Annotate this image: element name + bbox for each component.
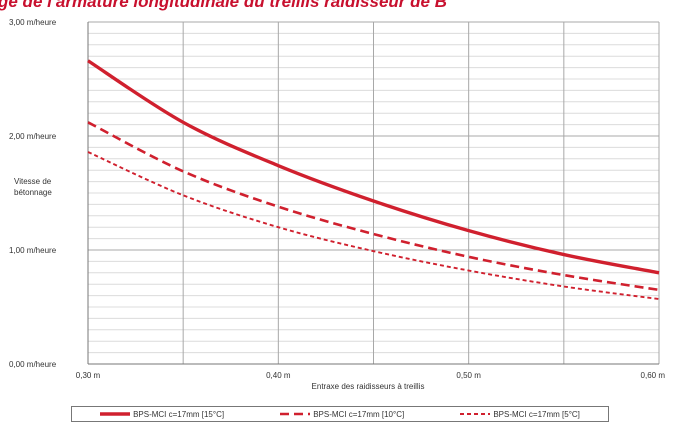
y-axis-label-line-2: bétonnage — [14, 188, 52, 197]
series-line-1 — [87, 59, 660, 275]
x-tick-label: 0,40 m — [266, 371, 291, 380]
series-lines — [87, 59, 660, 300]
legend-item-1: BPS-MCI c=17mm [15°C] — [100, 410, 224, 419]
legend-swatch-3 — [460, 413, 491, 415]
y-tick-label: 1,00 m/heure — [9, 246, 57, 255]
axes — [87, 22, 659, 365]
legend: BPS-MCI c=17mm [15°C] BPS-MCI c=17mm [10°… — [71, 406, 609, 422]
legend-label-1: BPS-MCI c=17mm [15°C] — [133, 409, 225, 419]
y-tick-label: 2,00 m/heure — [9, 132, 57, 141]
legend-label-2: BPS-MCI c=17mm [10°C] — [313, 409, 405, 419]
x-tick-label: 0,30 m — [76, 371, 101, 380]
legend-label-3: BPS-MCI c=17mm [5°C] — [493, 409, 580, 419]
legend-item-3: BPS-MCI c=17mm [5°C] — [460, 410, 580, 419]
legend-item-2: BPS-MCI c=17mm [10°C] — [280, 410, 404, 419]
y-tick-label: 3,00 m/heure — [9, 18, 57, 27]
y-axis-label-line-1: Vitesse de — [14, 177, 52, 186]
chart-title-fragment: ge de l'armature longitudinale du treill… — [0, 0, 447, 11]
x-tick-label: 0,50 m — [456, 371, 481, 380]
series-line-3 — [87, 151, 660, 300]
y-tick-label: 0,00 m/heure — [9, 360, 57, 369]
chart-area: 0,00 m/heure 1,00 m/heure 2,00 m/heure 3,00… — [9, 18, 665, 391]
legend-swatch-2 — [280, 412, 311, 416]
tick-labels: 0,00 m/heure 1,00 m/heure 2,00 m/heure 3,00… — [9, 18, 665, 380]
x-tick-label: 0,60 m — [641, 371, 666, 380]
legend-swatch-1 — [100, 412, 131, 416]
x-axis-label: Entraxe des raidisseurs à treillis — [312, 382, 425, 391]
series-line-2 — [87, 121, 660, 292]
